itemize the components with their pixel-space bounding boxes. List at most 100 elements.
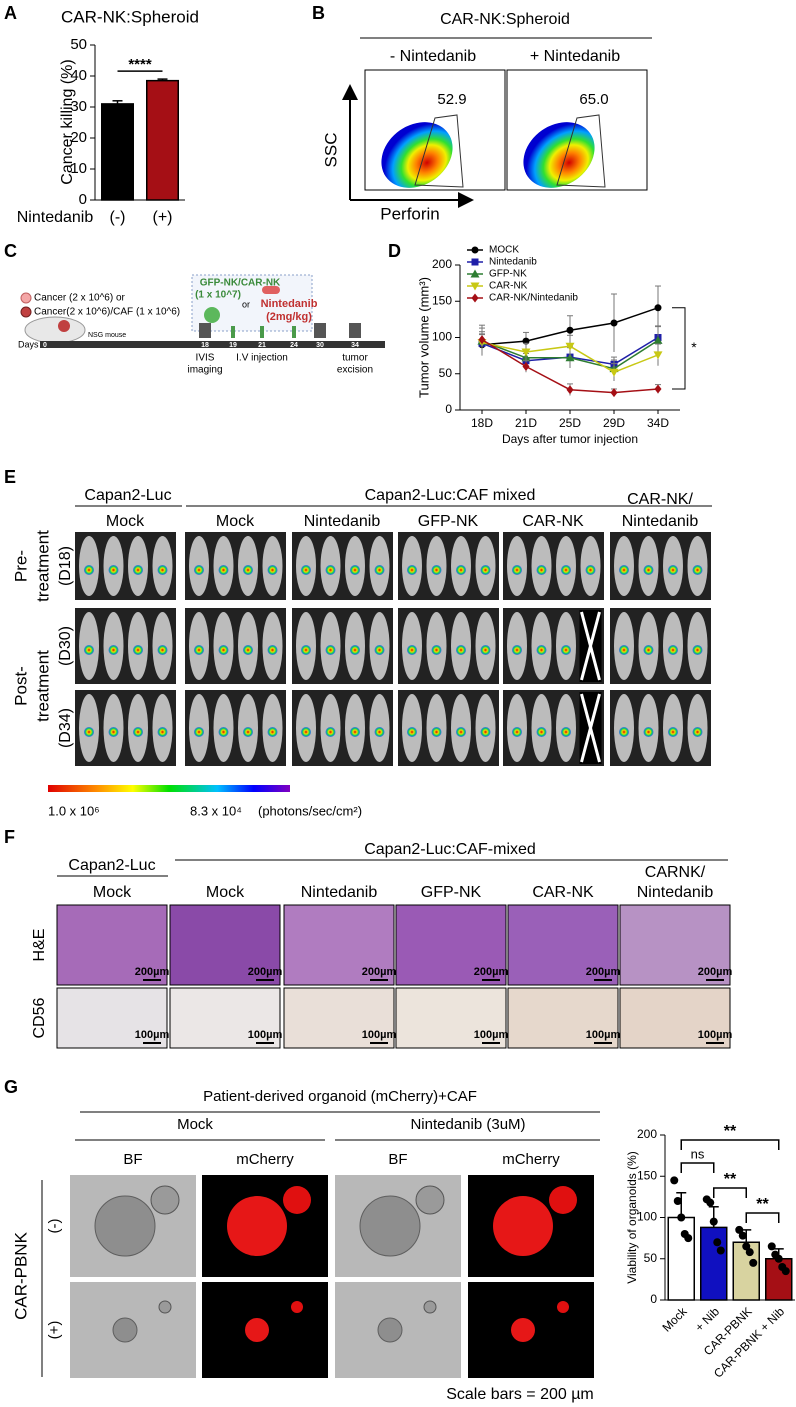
data-point <box>566 326 574 334</box>
x-tick-label: (-) <box>110 209 126 226</box>
luminescence <box>267 565 278 575</box>
data-point <box>735 1225 744 1234</box>
channel-label: mCherry <box>236 1151 294 1168</box>
luminescence <box>407 565 417 575</box>
scale-bar-label: 200µm <box>474 966 509 978</box>
tumor-icon <box>58 320 70 332</box>
data-point <box>609 368 619 377</box>
group-label: Nintedanib <box>304 513 381 530</box>
data-point <box>767 1242 776 1251</box>
scale-label: 1.0 x 10⁶ <box>48 803 100 818</box>
organoid <box>112 1317 138 1343</box>
imager-icon <box>199 323 211 338</box>
data-point <box>610 319 618 327</box>
note: Scale bars = 200 µm <box>446 1386 594 1403</box>
y-tick-label: 40 <box>70 67 87 84</box>
data-point <box>781 1267 790 1276</box>
panel-letter: B <box>312 3 325 23</box>
column-label: GFP-NK <box>421 884 482 901</box>
data-point <box>522 362 530 371</box>
cell-icon <box>204 307 220 323</box>
timeline <box>40 341 385 348</box>
organoid <box>227 1196 287 1256</box>
luminescence <box>325 727 336 737</box>
organoid <box>511 1318 535 1342</box>
legend-marker <box>470 269 480 278</box>
panel-letter: G <box>4 1077 18 1097</box>
excluded-mark <box>580 611 601 681</box>
data-point <box>670 1176 679 1185</box>
day-label: 34 <box>351 342 359 349</box>
row-label: CD56 <box>31 997 48 1038</box>
luminescence <box>194 565 204 575</box>
organoid <box>94 1195 156 1257</box>
condition-label: + Nintedanib <box>530 48 620 65</box>
or-label: or <box>242 299 250 309</box>
data-point <box>684 1234 693 1243</box>
bar <box>667 1216 695 1301</box>
data-point <box>774 1254 783 1263</box>
y-tick-label: 50 <box>439 366 453 380</box>
axis-label: SSC <box>321 133 340 168</box>
luminescence <box>84 645 94 655</box>
column-label: Mock <box>93 884 132 901</box>
luminescence <box>108 645 119 655</box>
luminescence <box>431 565 442 575</box>
y-axis-label: Tumor volume (mm³) <box>416 277 431 398</box>
luminescence <box>668 565 678 575</box>
luminescence <box>194 645 204 655</box>
column-label: CARNK/ <box>645 864 706 881</box>
luminescence <box>407 727 417 737</box>
bar <box>732 1241 760 1301</box>
luminescence <box>561 727 571 737</box>
luminescence <box>301 727 311 737</box>
syringe-icon <box>231 326 235 338</box>
event-label: tumor <box>342 353 368 364</box>
panel-title: Patient-derived organoid (mCherry)+CAF <box>203 1088 477 1105</box>
group-label: CAR-NK/ <box>627 491 693 508</box>
legend-label: MOCK <box>489 245 519 256</box>
luminescence <box>536 727 547 737</box>
gate-value: 52.9 <box>437 91 466 108</box>
luminescence <box>84 727 94 737</box>
data-point <box>706 1198 715 1207</box>
organoid <box>377 1317 403 1343</box>
luminescence <box>133 645 143 655</box>
luminescence <box>512 727 522 737</box>
group-label: Mock <box>106 513 145 530</box>
luminescence <box>157 565 168 575</box>
organoid <box>245 1318 269 1342</box>
column-label: CAR-NK <box>532 884 594 901</box>
y-tick-label: 150 <box>637 1168 657 1182</box>
column-label: Nintedanib <box>637 884 714 901</box>
y-tick-label: 0 <box>79 191 87 208</box>
syringe-icon <box>260 326 264 338</box>
day-label: 19 <box>229 342 237 349</box>
scale-bar-label: 100µm <box>248 1029 283 1041</box>
significance: * <box>691 339 697 355</box>
row-label: (+) <box>46 1321 63 1340</box>
condition-label: Mock <box>177 1116 213 1133</box>
data-point <box>716 1246 725 1255</box>
day-label: 24 <box>290 342 298 349</box>
color-scale <box>48 785 290 792</box>
significance-bracket <box>680 1139 780 1150</box>
luminescence <box>267 727 278 737</box>
luminescence <box>218 645 229 655</box>
histology-image <box>395 987 507 1049</box>
y-tick-label: 0 <box>650 1292 657 1306</box>
row-label: Pre- <box>11 550 30 582</box>
cell-icon <box>20 306 32 318</box>
scale-label: (photons/sec/cm²) <box>258 803 362 818</box>
luminescence <box>643 727 654 737</box>
luminescence <box>536 645 547 655</box>
luminescence <box>619 565 629 575</box>
luminescence <box>243 565 253 575</box>
significance-bracket <box>713 1187 747 1198</box>
scale-bar-label: 100µm <box>586 1029 621 1041</box>
luminescence <box>512 565 522 575</box>
row-label: (-) <box>46 1219 63 1234</box>
bar <box>765 1258 793 1301</box>
luminescence <box>374 727 385 737</box>
